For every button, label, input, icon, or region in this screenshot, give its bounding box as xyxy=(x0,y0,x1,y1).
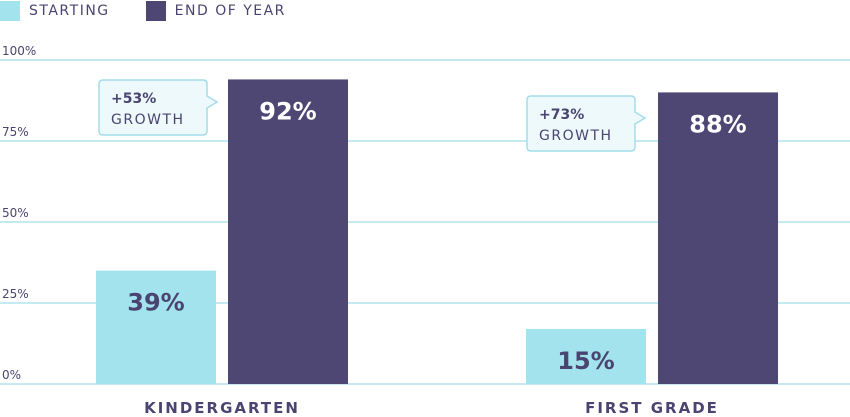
y-tick-label: 50% xyxy=(2,206,29,220)
chart-legend: STARTING END OF YEAR xyxy=(0,0,322,22)
callout-growth-label: GROWTH xyxy=(111,112,185,128)
legend-item-starting: STARTING xyxy=(0,1,110,21)
bar-starting xyxy=(96,270,216,384)
legend-swatch-starting xyxy=(0,1,20,21)
callout-growth-value: +53% xyxy=(111,91,156,107)
legend-label-starting: STARTING xyxy=(29,3,110,19)
bar-label-starting: 39% xyxy=(127,289,184,317)
bar-label-end-of-year: 88% xyxy=(689,110,746,138)
bar-label-end-of-year: 92% xyxy=(259,97,316,125)
legend-label-end-of-year: END OF YEAR xyxy=(174,3,286,19)
y-tick-label: 25% xyxy=(2,287,29,301)
bar-label-starting: 15% xyxy=(557,347,614,375)
callout-bubble xyxy=(98,79,219,136)
category-label: FIRST GRADE xyxy=(585,399,719,417)
growth-callout: +53% GROWTH xyxy=(98,79,219,136)
y-tick-label: 100% xyxy=(2,44,36,58)
callout-bubble xyxy=(526,95,647,152)
callout-growth-label: GROWTH xyxy=(539,128,613,144)
legend-item-end-of-year: END OF YEAR xyxy=(145,1,286,21)
y-tick-label: 75% xyxy=(2,125,29,139)
y-axis-ticks: 0% 25% 50% 75% 100% xyxy=(2,44,36,382)
bar-starting xyxy=(526,328,646,384)
bar-end-of-year xyxy=(658,92,778,385)
legend-swatch-end-of-year xyxy=(145,1,166,21)
y-tick-label: 0% xyxy=(2,368,21,382)
bar-end-of-year xyxy=(228,79,348,384)
callout-growth-value: +73% xyxy=(539,107,584,123)
growth-callout: +73% GROWTH xyxy=(526,95,647,152)
category-label: KINDERGARTEN xyxy=(144,399,300,417)
